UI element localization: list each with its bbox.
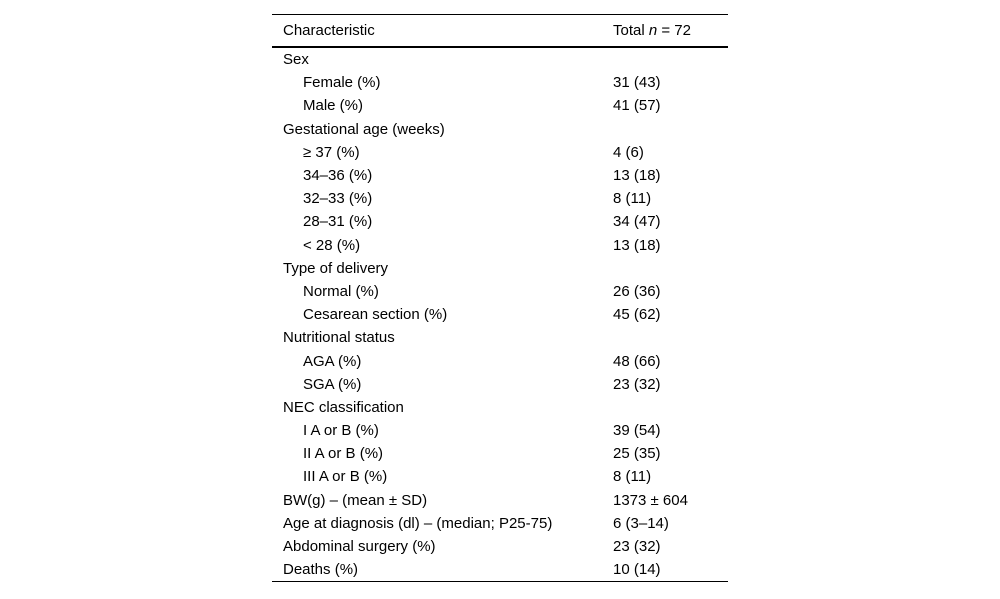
table-head: Characteristic Total n = 72 — [272, 14, 728, 48]
table-row: ≥ 37 (%) 4 (6) — [272, 141, 728, 164]
header-total-suffix: = 72 — [657, 22, 691, 39]
header-total-n: n — [648, 22, 658, 39]
row-value: 4 (6) — [613, 143, 644, 161]
table-row: I A or B (%) 39 (54) — [272, 419, 728, 442]
row-value — [613, 326, 728, 349]
table-row: BW(g) – (mean ± SD) 1373 ± 604 — [272, 489, 728, 512]
row-label: 32–33 (%) — [303, 190, 373, 208]
row-label: Male (%) — [303, 97, 364, 115]
row-value: 39 (54) — [613, 422, 661, 440]
table-row: Cesarean section (%) 45 (62) — [272, 303, 728, 326]
row-value — [613, 47, 728, 71]
row-value: 45 (62) — [613, 306, 661, 324]
row-label: III A or B (%) — [303, 468, 388, 486]
table-row: 28–31 (%) 34 (47) — [272, 210, 728, 233]
row-value — [613, 257, 728, 280]
table-row: Deaths (%) 10 (14) — [272, 558, 728, 582]
row-label: II A or B (%) — [303, 445, 384, 463]
header-total: Total n = 72 — [613, 14, 728, 48]
table-row: Normal (%) 26 (36) — [272, 280, 728, 303]
row-label: < 28 (%) — [303, 236, 361, 254]
row-label: Type of delivery — [283, 259, 389, 277]
row-label: BW(g) – (mean ± SD) — [283, 491, 428, 509]
row-value: 13 (18) — [613, 167, 661, 185]
header-total-prefix: Total — [613, 22, 649, 39]
table-row: Abdominal surgery (%) 23 (32) — [272, 535, 728, 558]
table-row: NEC classification — [272, 396, 728, 419]
row-label: Abdominal surgery (%) — [283, 538, 436, 556]
row-value: 26 (36) — [613, 282, 661, 300]
row-value: 23 (32) — [613, 538, 661, 556]
row-label: Gestational age (weeks) — [283, 120, 445, 138]
table-row: Sex — [272, 47, 728, 71]
row-value: 25 (35) — [613, 445, 661, 463]
table-row: II A or B (%) 25 (35) — [272, 442, 728, 465]
row-label: SGA (%) — [303, 375, 362, 393]
table-row: Type of delivery — [272, 257, 728, 280]
row-value: 8 (11) — [613, 190, 652, 208]
table-row: III A or B (%) 8 (11) — [272, 465, 728, 488]
row-label: Cesarean section (%) — [303, 306, 448, 324]
row-label: Normal (%) — [303, 282, 379, 300]
row-value: 10 (14) — [613, 561, 661, 579]
row-value — [613, 118, 728, 141]
row-value: 41 (57) — [613, 97, 661, 115]
table-row: 32–33 (%) 8 (11) — [272, 187, 728, 210]
row-value: 1373 ± 604 — [613, 491, 688, 509]
table-row: Nutritional status — [272, 326, 728, 349]
table-row: SGA (%) 23 (32) — [272, 373, 728, 396]
row-label: Nutritional status — [283, 329, 395, 347]
row-label: AGA (%) — [303, 352, 362, 370]
row-label: Female (%) — [303, 74, 381, 92]
row-label: ≥ 37 (%) — [303, 143, 360, 161]
row-label: 34–36 (%) — [303, 167, 373, 185]
row-value: 31 (43) — [613, 74, 661, 92]
table-row: Gestational age (weeks) — [272, 118, 728, 141]
row-label: Sex — [283, 51, 309, 69]
row-value: 23 (32) — [613, 375, 661, 393]
table-body: Sex Female (%) 31 (43) Male (%) 41 (57) … — [272, 47, 728, 582]
table-row: Age at diagnosis (dl) – (median; P25-75)… — [272, 512, 728, 535]
row-label: I A or B (%) — [303, 422, 379, 440]
table-row: AGA (%) 48 (66) — [272, 349, 728, 372]
row-label: NEC classification — [283, 398, 404, 416]
row-value: 48 (66) — [613, 352, 661, 370]
row-value: 34 (47) — [613, 213, 661, 231]
row-label: Age at diagnosis (dl) – (median; P25-75) — [283, 514, 553, 532]
row-label: Deaths (%) — [283, 561, 359, 579]
row-value — [613, 396, 728, 419]
table-row: Male (%) 41 (57) — [272, 94, 728, 117]
table-row: < 28 (%) 13 (18) — [272, 234, 728, 257]
header-characteristic: Characteristic — [272, 14, 613, 48]
table-header-row: Characteristic Total n = 72 — [272, 14, 728, 48]
row-value: 13 (18) — [613, 236, 661, 254]
row-value: 8 (11) — [613, 468, 652, 486]
table-row: 34–36 (%) 13 (18) — [272, 164, 728, 187]
row-value: 6 (3–14) — [613, 514, 669, 532]
table-row: Female (%) 31 (43) — [272, 71, 728, 94]
characteristics-table: Characteristic Total n = 72 Sex Female (… — [272, 14, 728, 583]
row-label: 28–31 (%) — [303, 213, 373, 231]
